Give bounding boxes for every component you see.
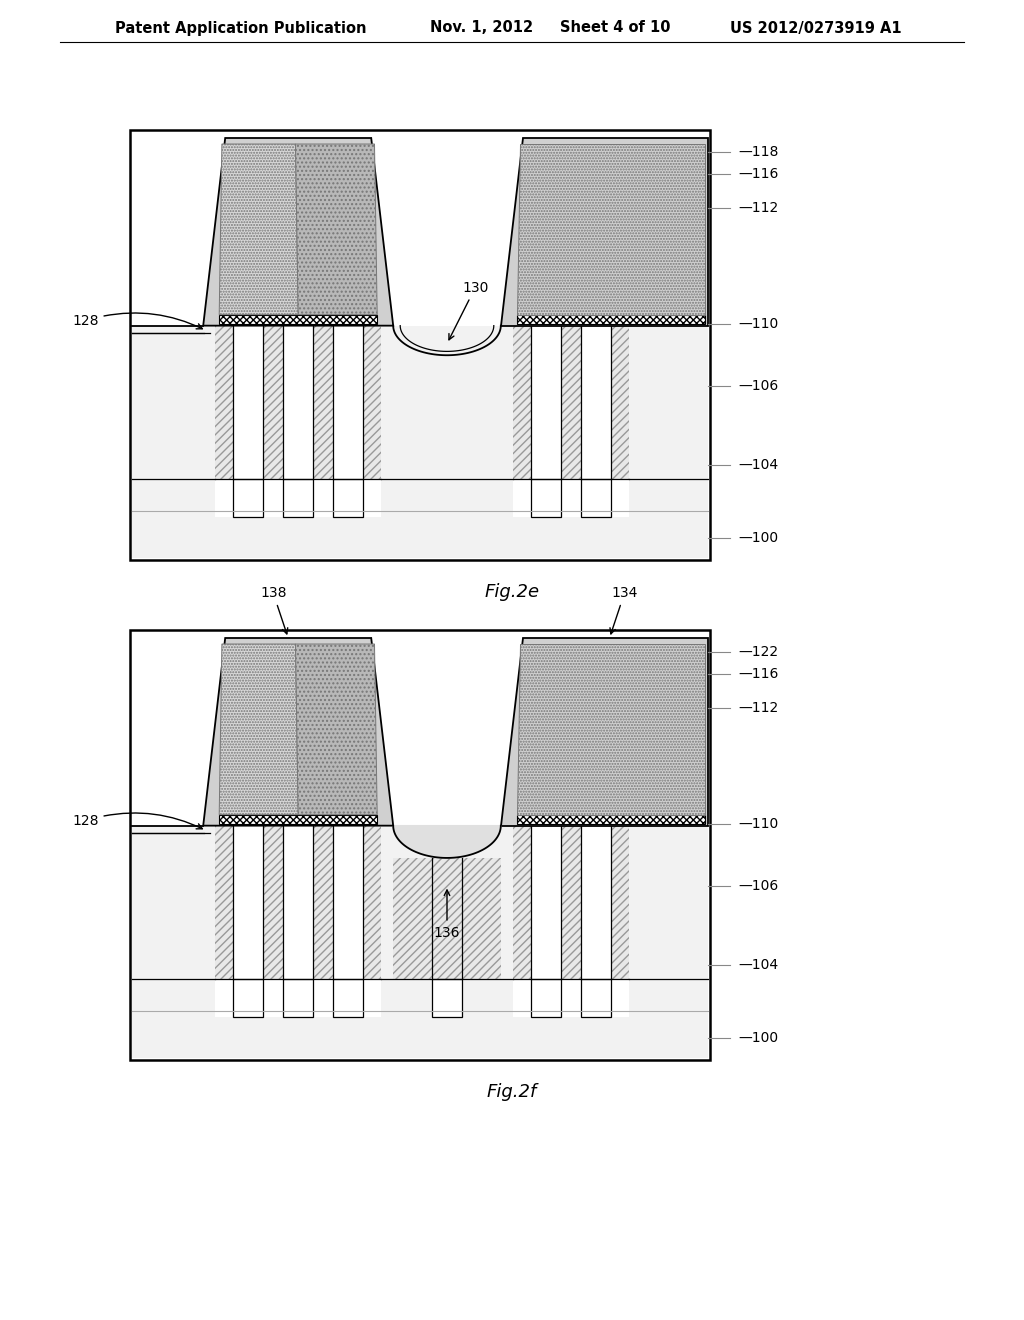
Bar (233, 479, 263, 517)
Bar (530, 979, 561, 1016)
Bar (284, 326, 313, 517)
Text: —100: —100 (738, 531, 778, 545)
Bar (333, 825, 364, 1016)
Polygon shape (517, 644, 706, 814)
Text: —118: —118 (738, 145, 778, 158)
Bar (530, 479, 561, 517)
Text: —122: —122 (738, 645, 778, 659)
Text: —110: —110 (738, 317, 778, 330)
Bar (130, 630, 710, 1060)
Polygon shape (501, 638, 709, 825)
Text: 128: 128 (72, 813, 203, 829)
Bar (530, 326, 561, 517)
Bar (284, 479, 313, 517)
Bar (581, 979, 610, 1016)
Text: —110: —110 (738, 817, 778, 830)
Bar (233, 326, 263, 517)
Bar (284, 979, 313, 1016)
Bar (215, 326, 381, 479)
Text: —104: —104 (738, 958, 778, 972)
Bar (130, 129, 710, 560)
Bar (132, 326, 709, 558)
Polygon shape (393, 825, 501, 858)
Text: Patent Application Publication: Patent Application Publication (115, 21, 367, 36)
Text: —104: —104 (738, 458, 778, 473)
Text: 128: 128 (72, 313, 203, 329)
Bar (581, 326, 610, 517)
Text: —106: —106 (738, 379, 778, 392)
Text: —106: —106 (738, 879, 778, 892)
Bar (513, 825, 629, 979)
Bar (233, 825, 263, 1016)
Bar (333, 979, 364, 1016)
Bar (215, 825, 381, 979)
Bar (233, 979, 263, 1016)
Polygon shape (296, 644, 377, 814)
Bar (219, 314, 377, 323)
Bar (513, 825, 629, 1016)
Text: —100: —100 (738, 1031, 778, 1045)
Polygon shape (219, 644, 298, 814)
Bar (513, 326, 629, 479)
Bar (215, 326, 381, 517)
Text: Sheet 4 of 10: Sheet 4 of 10 (560, 21, 671, 36)
Text: —112: —112 (738, 201, 778, 215)
Bar (581, 479, 610, 517)
Polygon shape (203, 139, 393, 326)
Polygon shape (501, 139, 709, 326)
Bar (333, 479, 364, 517)
Bar (530, 825, 561, 1016)
Bar (432, 979, 462, 1016)
Text: —116: —116 (738, 667, 778, 681)
Bar (581, 825, 610, 1016)
Text: US 2012/0273919 A1: US 2012/0273919 A1 (730, 21, 901, 36)
Text: 130: 130 (449, 281, 488, 339)
Polygon shape (296, 144, 377, 314)
Bar (517, 814, 706, 824)
Bar (284, 825, 313, 1016)
Bar (517, 314, 706, 323)
Polygon shape (203, 638, 393, 825)
Text: Fig.2e: Fig.2e (484, 583, 540, 601)
Text: Nov. 1, 2012: Nov. 1, 2012 (430, 21, 534, 36)
Bar (513, 326, 629, 517)
Polygon shape (517, 144, 706, 314)
Text: —116: —116 (738, 168, 778, 181)
Text: Fig.2f: Fig.2f (486, 1082, 538, 1101)
Polygon shape (219, 144, 298, 314)
Text: 136: 136 (434, 890, 460, 940)
Text: 134: 134 (610, 586, 638, 634)
Text: 138: 138 (260, 586, 288, 634)
Bar (333, 326, 364, 517)
Text: —112: —112 (738, 701, 778, 715)
Bar (215, 825, 381, 1016)
Bar (219, 814, 377, 824)
Bar (393, 858, 501, 979)
Bar (132, 825, 709, 1059)
